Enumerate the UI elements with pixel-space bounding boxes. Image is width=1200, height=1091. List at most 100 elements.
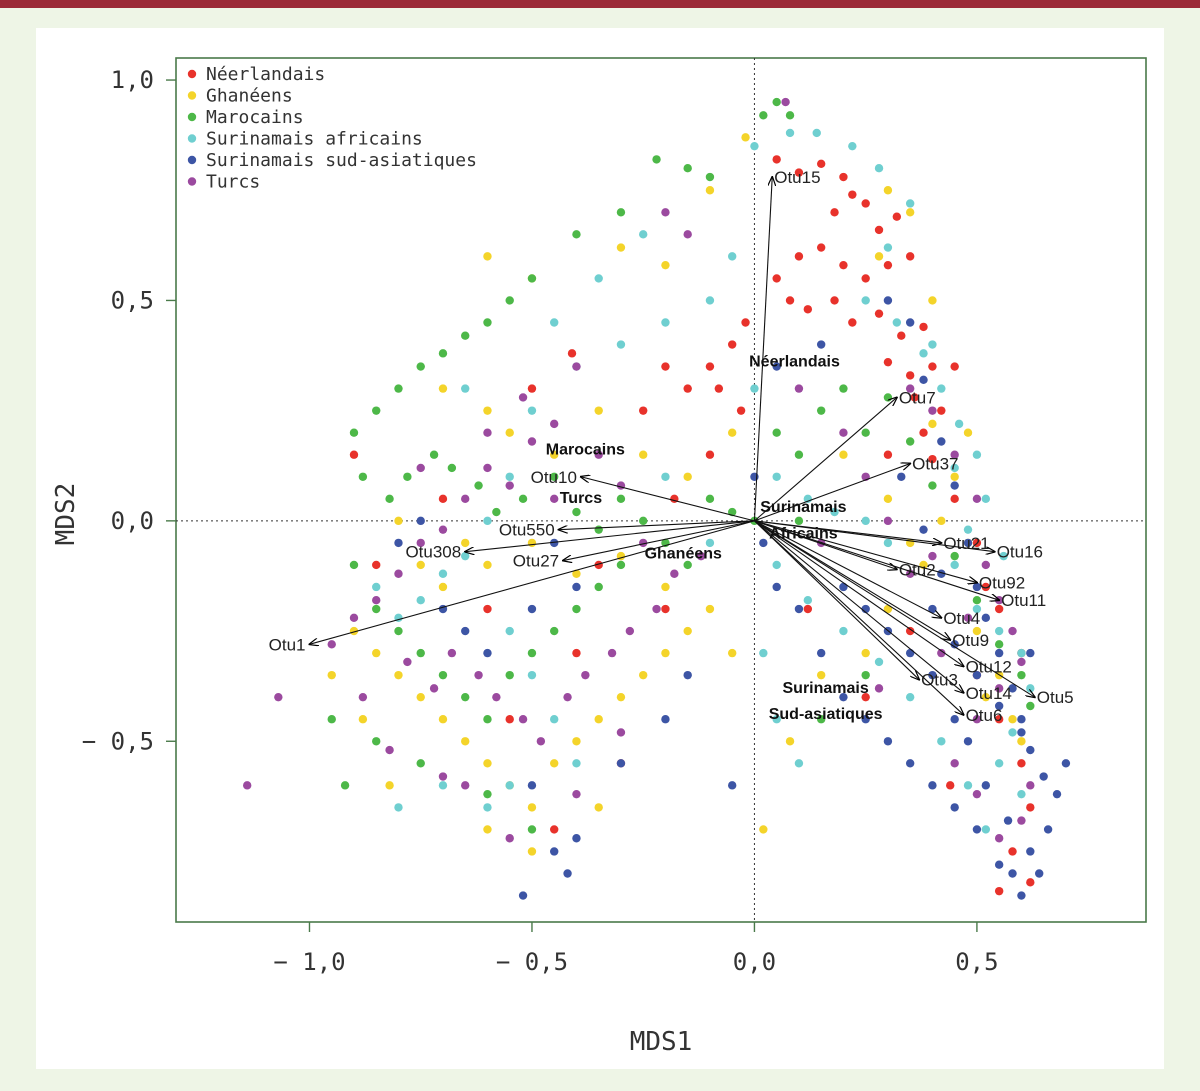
data-point	[572, 582, 581, 592]
y-axis-title: MDS2	[51, 483, 81, 546]
figure-panel: Otu15 Otu7 Otu37 Otu21 Otu16 Otu2 Otu92 Otu11 Ot…	[36, 28, 1164, 1069]
vector-arrow	[754, 520, 999, 600]
data-point	[372, 596, 381, 605]
data-point	[474, 670, 483, 680]
data-point	[994, 626, 1004, 636]
vector-label: Otu550	[499, 521, 555, 540]
data-point	[803, 305, 813, 314]
group-label: Africains	[769, 525, 838, 542]
data-point	[919, 428, 928, 437]
data-point	[883, 243, 893, 252]
data-point	[550, 759, 559, 768]
data-point	[483, 516, 492, 526]
data-point	[616, 728, 626, 737]
data-point	[905, 252, 915, 261]
data-point	[349, 613, 359, 623]
group-label: Turcs	[560, 490, 602, 507]
data-point	[861, 516, 870, 526]
vector-label: Otu21	[943, 534, 989, 553]
x-axis-title: MDS1	[630, 1027, 693, 1057]
data-point	[483, 428, 492, 437]
data-point	[727, 781, 737, 790]
data-point	[839, 692, 848, 702]
vector-arrow	[309, 520, 755, 644]
data-point	[1017, 789, 1026, 799]
data-point	[527, 274, 537, 283]
data-point	[572, 737, 581, 746]
data-point	[816, 715, 826, 724]
data-point	[816, 243, 826, 252]
legend-label: Turcs	[206, 172, 260, 193]
data-point	[505, 715, 514, 724]
data-point	[683, 164, 692, 173]
vector-label: Otu3	[921, 671, 958, 690]
data-point	[1017, 816, 1026, 825]
data-point	[919, 349, 928, 358]
data-point	[1008, 626, 1017, 636]
data-point	[861, 274, 870, 283]
data-point	[816, 406, 826, 415]
data-point	[572, 759, 581, 768]
data-point	[661, 362, 670, 371]
data-point	[616, 208, 626, 217]
group-label: Surinamais	[760, 499, 846, 516]
data-point	[759, 648, 768, 658]
data-point	[1008, 684, 1017, 693]
data-point	[616, 560, 626, 570]
data-point	[429, 450, 439, 459]
data-point	[905, 626, 915, 636]
data-point	[372, 604, 381, 614]
data-point	[741, 318, 750, 327]
data-point	[928, 296, 937, 305]
data-point	[683, 670, 692, 680]
vector-arrow	[559, 520, 755, 530]
data-point	[937, 406, 946, 415]
data-point	[438, 715, 448, 724]
reference-lines	[176, 58, 1146, 922]
data-point	[505, 472, 514, 481]
data-point	[372, 737, 381, 746]
data-point	[594, 525, 603, 534]
data-point	[937, 437, 946, 446]
data-point	[883, 604, 893, 614]
data-point	[416, 463, 425, 473]
data-point	[594, 803, 603, 812]
data-point	[892, 212, 902, 221]
data-point	[683, 560, 692, 570]
data-point	[1043, 825, 1053, 834]
data-point	[403, 472, 412, 481]
data-point	[403, 657, 412, 667]
data-point	[972, 582, 982, 592]
data-point	[594, 274, 603, 283]
data-point	[518, 494, 528, 504]
data-point	[994, 715, 1004, 724]
data-point	[372, 406, 381, 415]
data-point	[937, 516, 946, 526]
data-point	[385, 781, 394, 790]
data-point	[705, 450, 715, 459]
y-tick-label: 0,5	[111, 286, 154, 314]
data-point	[794, 384, 804, 393]
vector-arrow	[754, 520, 941, 618]
data-point	[883, 357, 893, 367]
data-point	[1008, 847, 1017, 856]
data-point	[994, 684, 1004, 693]
data-point	[461, 384, 470, 393]
data-point	[394, 516, 403, 526]
data-point	[1026, 781, 1035, 790]
data-point	[550, 825, 559, 834]
data-point	[848, 190, 857, 199]
data-point	[550, 494, 559, 504]
data-point	[372, 560, 381, 570]
data-point	[905, 384, 915, 393]
data-point	[550, 847, 559, 856]
data-point	[483, 803, 492, 812]
data-point	[919, 322, 928, 332]
data-point	[874, 657, 884, 667]
data-point	[950, 551, 959, 561]
data-point	[1017, 759, 1026, 768]
data-point	[505, 428, 514, 437]
data-point	[741, 133, 750, 142]
data-point	[861, 648, 870, 658]
x-tick-label: − 1,0	[273, 948, 345, 976]
